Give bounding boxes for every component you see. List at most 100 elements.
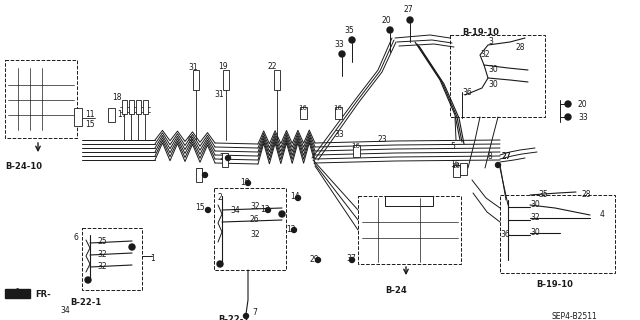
- Circle shape: [296, 196, 301, 201]
- Text: 18: 18: [112, 93, 122, 102]
- Bar: [74, 108, 82, 126]
- Text: B-19-10: B-19-10: [462, 28, 499, 37]
- Text: 27: 27: [502, 152, 511, 161]
- Text: SEP4-B2511: SEP4-B2511: [552, 312, 598, 320]
- Text: 12: 12: [286, 225, 296, 234]
- Text: 27: 27: [502, 152, 511, 161]
- Text: 15: 15: [85, 120, 95, 129]
- Text: 16: 16: [333, 105, 342, 111]
- Text: 16: 16: [450, 160, 460, 169]
- Text: 36: 36: [500, 230, 509, 239]
- Text: B-19-10: B-19-10: [536, 280, 573, 289]
- Circle shape: [565, 114, 571, 120]
- Bar: [453, 165, 460, 177]
- Text: 24: 24: [220, 153, 230, 162]
- Text: 26: 26: [250, 215, 260, 224]
- Circle shape: [129, 244, 135, 250]
- Circle shape: [387, 27, 393, 33]
- Text: 32: 32: [480, 50, 490, 59]
- Text: 3: 3: [488, 37, 493, 46]
- Bar: [300, 107, 307, 119]
- Text: 16: 16: [298, 105, 307, 111]
- Text: 14: 14: [290, 192, 300, 201]
- Text: 21: 21: [195, 168, 205, 177]
- Bar: [108, 108, 115, 122]
- Circle shape: [217, 261, 223, 267]
- Bar: [385, 196, 433, 206]
- Text: B-22-1: B-22-1: [218, 315, 249, 320]
- Bar: [222, 153, 228, 167]
- Circle shape: [349, 37, 355, 43]
- Circle shape: [85, 277, 91, 283]
- Text: 4: 4: [600, 210, 605, 219]
- Text: 32: 32: [250, 230, 260, 239]
- Text: 16: 16: [351, 143, 360, 149]
- Text: 8: 8: [488, 152, 493, 161]
- Text: 11: 11: [85, 110, 95, 119]
- Circle shape: [202, 172, 207, 178]
- Bar: [136, 100, 141, 114]
- Text: 27: 27: [403, 5, 413, 14]
- Text: 36: 36: [462, 88, 472, 97]
- Text: 13: 13: [260, 205, 269, 214]
- Text: 33: 33: [578, 113, 588, 122]
- Text: 30: 30: [488, 65, 498, 74]
- Text: 6: 6: [74, 233, 79, 242]
- Text: 23: 23: [378, 135, 388, 144]
- Text: 28: 28: [516, 43, 525, 52]
- Circle shape: [243, 314, 248, 318]
- Text: 28: 28: [582, 190, 591, 199]
- Bar: [335, 107, 342, 119]
- Bar: [274, 70, 280, 90]
- Text: 19: 19: [218, 62, 228, 71]
- Bar: [143, 100, 148, 114]
- Text: 2: 2: [218, 193, 223, 202]
- Bar: [223, 70, 229, 90]
- Bar: [129, 100, 134, 114]
- Text: B-22-1: B-22-1: [70, 298, 101, 307]
- Text: B-24: B-24: [385, 286, 407, 295]
- Text: B-24-10: B-24-10: [5, 162, 42, 171]
- Text: 29: 29: [310, 255, 319, 264]
- Text: 20: 20: [382, 16, 392, 25]
- Text: 30: 30: [488, 80, 498, 89]
- Bar: [353, 145, 360, 157]
- Bar: [122, 100, 127, 114]
- Circle shape: [316, 258, 321, 262]
- Bar: [196, 168, 202, 182]
- Text: 33: 33: [334, 40, 344, 49]
- Text: 31: 31: [188, 63, 198, 72]
- Text: 10: 10: [240, 178, 250, 187]
- Circle shape: [339, 51, 345, 57]
- Circle shape: [291, 228, 296, 233]
- Text: 9: 9: [188, 136, 193, 145]
- Bar: [358, 196, 461, 264]
- Circle shape: [407, 17, 413, 23]
- Text: 33: 33: [334, 130, 344, 139]
- Polygon shape: [5, 289, 30, 298]
- Text: 1: 1: [150, 254, 155, 263]
- Text: 30: 30: [530, 200, 540, 209]
- Text: 35: 35: [538, 190, 548, 199]
- Bar: [460, 163, 467, 175]
- Text: 22: 22: [268, 62, 278, 71]
- Text: 5: 5: [450, 142, 455, 151]
- Bar: [450, 35, 545, 117]
- Text: 30: 30: [530, 228, 540, 237]
- Text: 35: 35: [344, 26, 354, 35]
- Circle shape: [495, 163, 500, 167]
- Text: 37: 37: [346, 254, 356, 263]
- Bar: [193, 70, 199, 90]
- Circle shape: [349, 258, 355, 262]
- Text: 34: 34: [230, 206, 240, 215]
- Text: FR-: FR-: [35, 290, 51, 299]
- Circle shape: [279, 211, 285, 217]
- Circle shape: [266, 207, 271, 212]
- Bar: [5, 60, 77, 138]
- Text: 32: 32: [97, 262, 107, 271]
- Circle shape: [225, 156, 230, 161]
- Bar: [214, 188, 286, 270]
- Circle shape: [205, 207, 211, 212]
- Text: 7: 7: [252, 308, 257, 317]
- Text: 25: 25: [97, 237, 107, 246]
